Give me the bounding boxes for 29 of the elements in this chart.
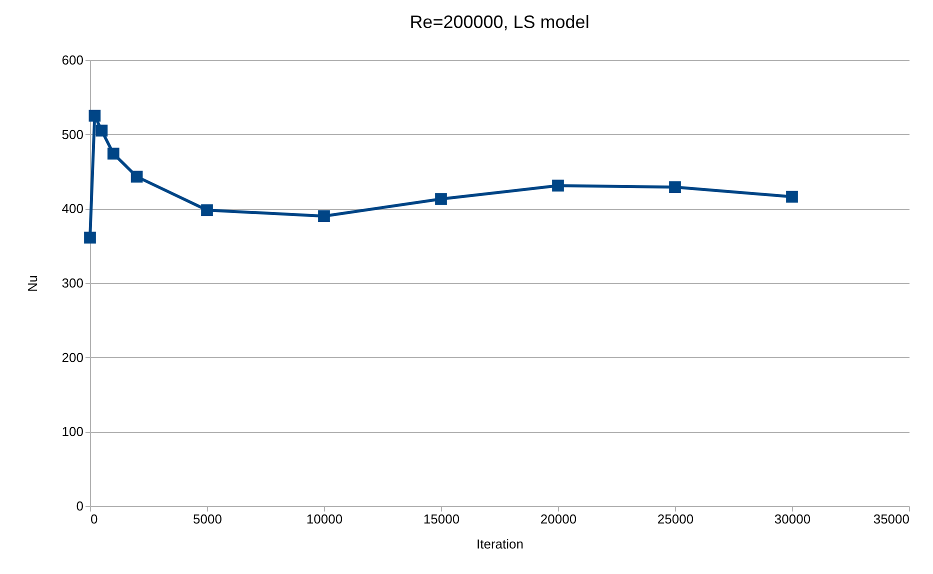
y-tick-label: 300 bbox=[62, 276, 84, 290]
point bbox=[88, 110, 101, 122]
point bbox=[318, 210, 330, 222]
x-tick-label: 0 bbox=[90, 512, 98, 526]
y-tick-label: 400 bbox=[62, 201, 84, 216]
point bbox=[84, 232, 96, 244]
y-tick-label: 600 bbox=[62, 52, 84, 68]
point bbox=[435, 193, 447, 205]
y-tick-label: 500 bbox=[62, 126, 84, 142]
point bbox=[107, 148, 120, 160]
point bbox=[201, 204, 213, 216]
x-tick-label: 10000 bbox=[306, 512, 343, 526]
x-tick-label: 35000 bbox=[873, 512, 910, 526]
y-axis-title: Nu bbox=[24, 275, 40, 292]
x-axis-title: Iteration bbox=[476, 536, 524, 552]
chart-title: Re=200000, LS model bbox=[410, 12, 590, 32]
point bbox=[669, 181, 681, 194]
point bbox=[130, 170, 143, 183]
x-tick-label: 25000 bbox=[657, 512, 694, 526]
point bbox=[96, 124, 108, 137]
y-tick-label: 0 bbox=[76, 498, 84, 514]
x-tick-label: 30000 bbox=[774, 512, 811, 526]
x-tick-label: 15000 bbox=[423, 512, 460, 526]
y-tick-label: 200 bbox=[62, 350, 84, 365]
y-tick-label: 100 bbox=[62, 424, 84, 440]
x-tick-label: 20000 bbox=[540, 512, 577, 526]
point bbox=[552, 180, 564, 192]
point bbox=[786, 190, 798, 203]
x-tick-label: 5000 bbox=[193, 512, 222, 526]
